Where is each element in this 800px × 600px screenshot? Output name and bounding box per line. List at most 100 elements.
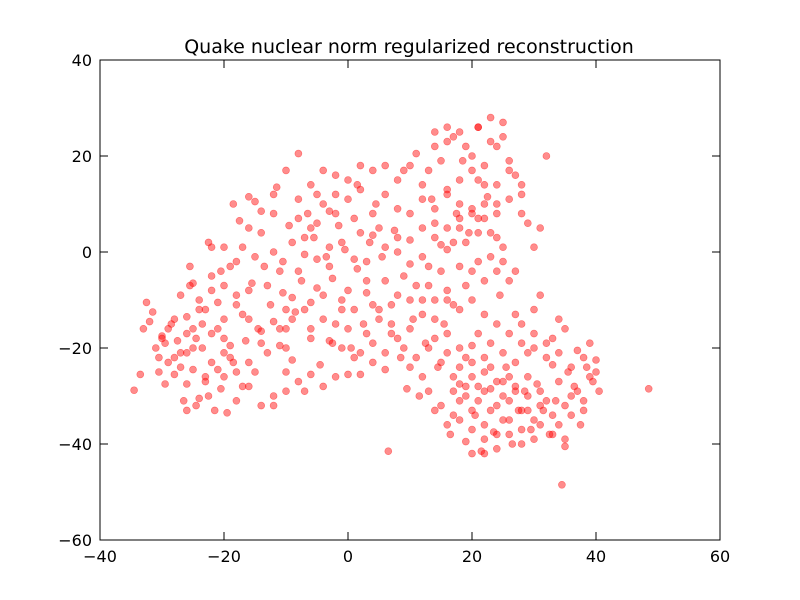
data-point [486,113,495,122]
data-point [505,166,514,175]
data-point [502,363,510,372]
data-point [492,200,501,208]
data-point [189,344,197,352]
data-point [418,296,427,304]
data-point [514,406,523,415]
data-point [220,315,228,324]
data-point [496,291,504,300]
data-point [269,392,278,400]
data-point [207,286,216,295]
data-point [443,224,452,232]
data-point [238,310,247,319]
data-point [579,406,588,415]
data-point [486,384,495,393]
data-point [260,262,269,271]
data-point [492,181,501,189]
data-point [523,406,532,415]
x-tick-label: 60 [710,547,730,566]
x-tick-label: 20 [462,547,482,566]
data-point [368,358,377,367]
data-point [235,217,244,225]
data-point [548,411,557,420]
data-point [477,447,486,456]
data-point [480,214,489,223]
data-point [406,260,414,268]
data-point [288,238,297,247]
data-point [362,276,371,285]
data-point [554,315,563,324]
y-tick-label: 0 [82,243,92,262]
data-point [186,262,194,271]
data-point [381,161,390,170]
data-point [356,185,365,194]
data-point [542,152,551,160]
data-point [353,181,362,189]
data-point [378,252,386,261]
data-point [226,341,234,350]
data-point [263,281,272,290]
data-point [198,320,207,328]
data-point [449,411,458,420]
data-point [468,296,476,304]
data-point [291,308,300,316]
data-point [449,238,458,247]
data-point [449,372,458,381]
data-point [492,267,501,276]
data-point [387,320,396,328]
data-point [142,298,151,307]
data-point [195,394,203,403]
data-point [492,444,501,453]
data-point [468,358,476,367]
data-point [176,348,185,357]
data-point [474,176,483,184]
data-point [319,382,328,391]
data-point [480,200,489,208]
data-point [517,406,526,415]
data-point [430,233,439,242]
data-point [480,368,489,376]
data-point [220,348,228,357]
data-point [368,339,377,348]
data-point [251,368,259,376]
data-point [424,344,433,352]
data-point [372,200,380,208]
data-point [192,401,200,410]
data-point [536,387,545,396]
data-point [331,171,340,179]
data-point [455,128,464,136]
data-point [204,392,213,400]
data-point [350,353,359,362]
data-point [468,267,476,276]
data-point [275,341,284,350]
data-point [480,435,489,444]
data-point [474,257,483,266]
data-point [545,430,554,439]
data-point [325,243,334,251]
data-point [486,137,495,146]
data-point [486,229,495,237]
y-tick-label: −20 [58,339,92,358]
data-point [328,339,337,348]
data-point [393,233,402,242]
data-points [130,113,653,489]
data-point [458,157,467,165]
data-point [248,279,256,288]
data-point [409,315,417,324]
data-point [412,353,421,362]
data-point [164,358,172,367]
data-point [257,229,266,237]
data-point [523,219,532,227]
y-tick-label: 40 [72,51,92,70]
data-point [505,276,514,285]
data-point [424,262,433,271]
data-point [201,372,210,381]
data-point [356,370,365,379]
plot-area-frame [99,59,721,541]
data-point [325,207,334,215]
data-point [468,341,476,350]
data-point [461,392,470,400]
data-point [328,274,337,283]
data-point [331,372,340,381]
data-point [204,238,213,247]
data-point [449,300,458,309]
